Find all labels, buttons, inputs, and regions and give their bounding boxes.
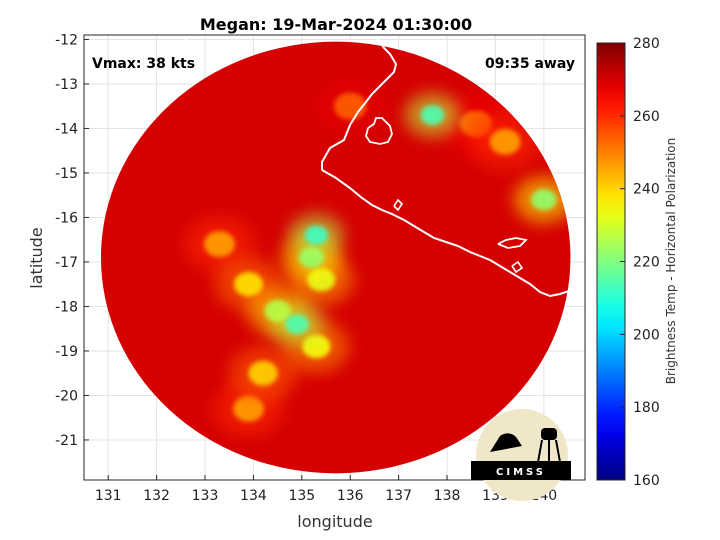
y-tick-label: -18 [55,299,78,315]
feature-core [233,395,265,422]
time-away-label: 09:35 away [485,56,575,72]
colorbar-tick-label: 220 [633,255,660,271]
x-tick-label: 132 [143,488,170,504]
colorbar-tick-label: 260 [633,109,660,125]
logo-text: CIMSS [496,467,546,478]
vmax-label: Vmax: 38 kts [92,56,195,72]
y-axis-label: latitude [27,227,46,288]
coast-corner [165,35,191,51]
y-tick-label: -17 [55,255,78,271]
colorbar-tick-label: 280 [633,36,660,52]
y-tick-label: -15 [55,166,78,182]
scan-disk-group [100,35,585,474]
x-tick-label: 133 [192,488,219,504]
colorbar-tick-label: 160 [633,473,660,489]
island-1 [365,117,393,145]
island-4 [393,198,404,212]
x-tick-label: 131 [95,488,122,504]
water-tower-legs-icon [537,439,561,463]
x-tick-label: 135 [288,488,315,504]
feature-core [420,105,445,126]
feature-core [204,231,235,258]
y-tick-label: -19 [55,344,78,360]
x-tick-label: 134 [240,488,267,504]
y-tick-label: -13 [55,77,78,93]
x-axis-label: longitude [297,512,372,531]
logo-base [471,461,571,480]
feature-core [489,128,521,155]
feature-core [531,188,557,211]
y-tick-label: -20 [55,388,78,404]
coastline-south [321,169,585,298]
cimss-logo: CIMSS [471,409,571,501]
feature-core [233,272,264,297]
island-2 [497,237,528,249]
logo-disk [476,409,568,501]
x-tick-label: 138 [434,488,461,504]
colorbar-label: Brightness Temp - Horizontal Polarizatio… [664,138,678,385]
y-tick-label: -14 [55,121,78,137]
y-tick-label: -21 [55,433,78,449]
y-tick-label: -12 [55,32,78,48]
satellite-dish-icon [490,433,522,452]
x-tick-label: 137 [385,488,412,504]
feature-core [248,360,278,386]
colorbar-tick-label: 180 [633,400,660,416]
y-tick-label: -16 [55,210,78,226]
chart-title: Megan: 19-Mar-2024 01:30:00 [200,15,472,34]
colorbar-ticks: 160 180 200 220 240 260 280 [620,36,660,489]
plot-frame [83,34,586,481]
feature-core [285,314,309,335]
water-tower-icon [541,428,557,440]
colorbar-tick-label: 240 [633,182,660,198]
coastline [321,35,398,170]
brightness-features [183,76,571,438]
feature-core [304,225,329,246]
x-ticks: 131 132 133 134 135 136 137 138 139 140 [95,475,557,504]
colorbar-tick-label: 200 [633,327,660,343]
island-3 [511,260,524,274]
y-ticks: -12 -13 -14 -15 -16 -17 -18 -19 -20 -21 [55,32,89,449]
x-tick-label: 136 [337,488,364,504]
